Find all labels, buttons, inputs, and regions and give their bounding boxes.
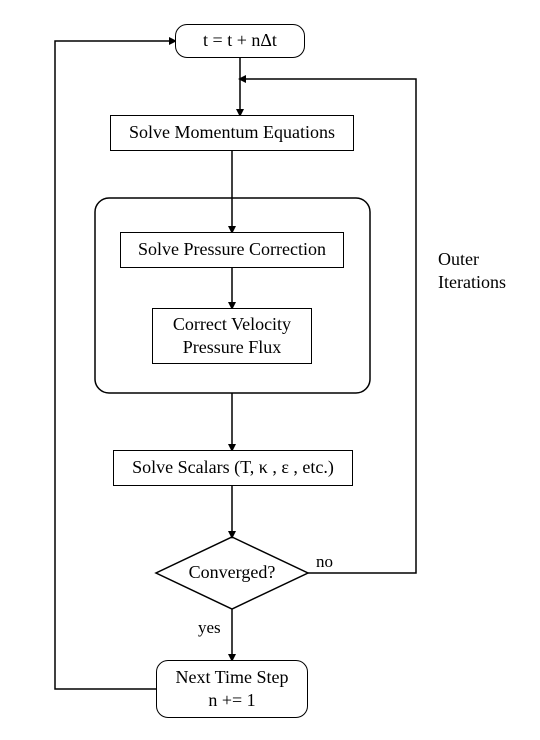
label-no: no [316, 552, 333, 572]
node-solve-scalars-label: Solve Scalars (T, κ , ε , etc.) [132, 456, 334, 479]
node-momentum: Solve Momentum Equations [110, 115, 354, 151]
flowchart-connectors [0, 0, 540, 740]
node-next-step-line1: Next Time Step [175, 666, 288, 689]
label-outer-line2: Iterations [438, 271, 506, 294]
node-next-step: Next Time Step n += 1 [156, 660, 308, 718]
node-next-step-line2: n += 1 [175, 689, 288, 712]
node-converged-label: Converged? [189, 561, 276, 584]
node-converged: Converged? [156, 555, 308, 591]
node-pressure-correction-label: Solve Pressure Correction [138, 238, 326, 261]
node-correct-velocity-line2: Pressure Flux [173, 336, 291, 359]
node-momentum-label: Solve Momentum Equations [129, 121, 335, 144]
node-correct-velocity-line1: Correct Velocity [173, 313, 291, 336]
node-pressure-correction: Solve Pressure Correction [120, 232, 344, 268]
label-yes: yes [198, 618, 221, 638]
label-outer-line1: Outer [438, 248, 506, 271]
label-outer-iterations: Outer Iterations [438, 248, 506, 293]
node-solve-scalars: Solve Scalars (T, κ , ε , etc.) [113, 450, 353, 486]
node-time-step-label: t = t + nΔt [203, 29, 277, 52]
node-time-step: t = t + nΔt [175, 24, 305, 58]
node-correct-velocity: Correct Velocity Pressure Flux [152, 308, 312, 364]
